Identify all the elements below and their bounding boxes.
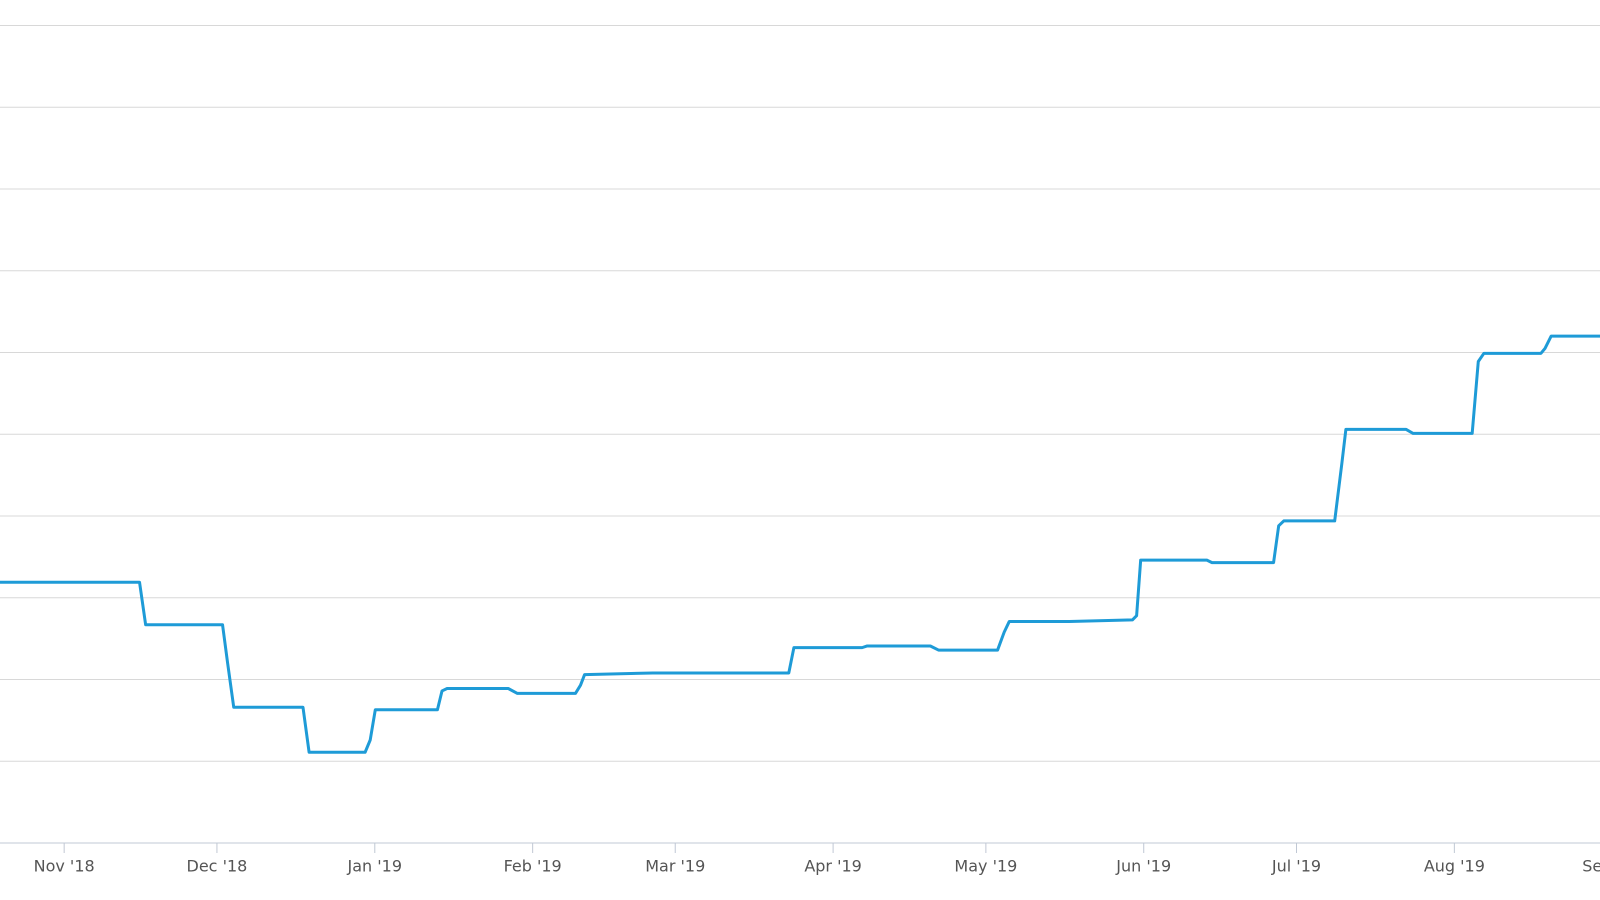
x-tick-label: Sep '19 [1582, 857, 1600, 876]
x-tick-label: Aug '19 [1424, 857, 1485, 876]
x-tick-label: Dec '18 [187, 857, 248, 876]
x-tick-label: Jul '19 [1271, 857, 1321, 876]
x-tick-label: Mar '19 [645, 857, 705, 876]
x-tick-label: Apr '19 [804, 857, 862, 876]
data-line [0, 334, 1600, 754]
x-tick-label: Nov '18 [34, 857, 95, 876]
x-tick-label: Jun '19 [1115, 857, 1171, 876]
x-tick-label: May '19 [954, 857, 1017, 876]
x-tick-label: Feb '19 [504, 857, 562, 876]
x-tick-label: Jan '19 [347, 857, 403, 876]
